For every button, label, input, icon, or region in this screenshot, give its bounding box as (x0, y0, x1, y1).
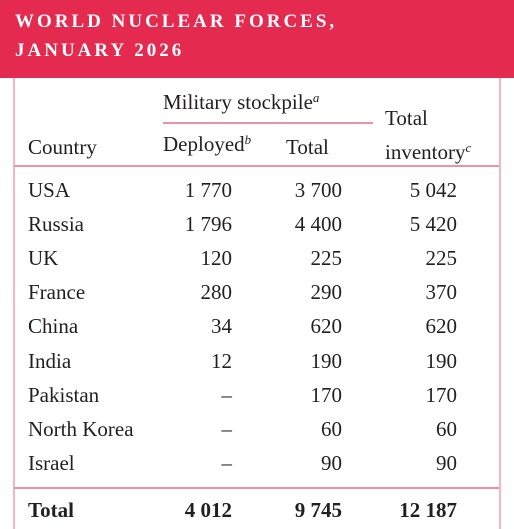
cell: Total (28, 497, 74, 522)
frame (499, 78, 501, 529)
group-rule (163, 122, 373, 124)
cell: USA (28, 178, 71, 202)
cell: 34 (211, 314, 232, 339)
cell: Israel (28, 450, 75, 475)
cell: 370 (425, 280, 458, 305)
cell: France (28, 280, 86, 305)
title-line: JANUARY 2026 (15, 40, 185, 61)
header-band (0, 0, 514, 78)
cell: 60 (321, 416, 342, 441)
column-label: Deployed (163, 132, 245, 156)
cell: 3 700 (294, 178, 342, 202)
cell: 620 (310, 314, 343, 339)
cell: 5 042 (409, 178, 457, 202)
cell: 620 (425, 314, 458, 339)
cell: Russia (28, 212, 85, 237)
column-header: Total inventoryc (385, 101, 485, 169)
cell: 190 (310, 348, 343, 373)
note: c (465, 140, 472, 155)
frame (13, 78, 15, 529)
cell: 4 400 (294, 212, 342, 237)
column-header: Country (28, 135, 97, 159)
cell: 90 (436, 450, 457, 475)
cell: 90 (321, 450, 342, 475)
note: b (244, 132, 252, 147)
cell: 4 012 (184, 497, 232, 522)
cell: 120 (200, 246, 233, 271)
cell: North Korea (28, 416, 134, 441)
column-label: Total inventory (385, 106, 466, 164)
cell: 12 187 (399, 497, 457, 522)
cell: India (28, 348, 72, 373)
header-rule (14, 165, 499, 167)
column-header: Total (286, 135, 329, 159)
cell: 9 745 (294, 497, 342, 522)
cell: Pakistan (28, 382, 100, 407)
cell: 1 770 (184, 178, 232, 202)
group-label: Military stockpile (163, 90, 313, 114)
cell: 225 (425, 246, 458, 271)
cell: 190 (425, 348, 458, 373)
cell: 1 796 (184, 212, 232, 237)
cell: 170 (310, 382, 343, 407)
cell: 12 (211, 348, 232, 373)
title-line: WORLD NUCLEAR FORCES, (15, 11, 338, 32)
cell: – (221, 416, 233, 441)
note: a (312, 90, 320, 105)
cell: – (221, 382, 233, 407)
cell: 290 (310, 280, 343, 305)
cell: 5 420 (409, 212, 457, 237)
total-rule (14, 486, 499, 489)
cell: 60 (436, 416, 457, 441)
cell: – (221, 450, 233, 475)
cell: 280 (200, 280, 233, 305)
cell: China (28, 314, 79, 339)
column-header: Deployedb (163, 132, 251, 156)
cell: 225 (310, 246, 343, 271)
cell: UK (28, 246, 59, 271)
group-header: Military stockpilea (163, 90, 319, 114)
cell: 170 (425, 382, 458, 407)
